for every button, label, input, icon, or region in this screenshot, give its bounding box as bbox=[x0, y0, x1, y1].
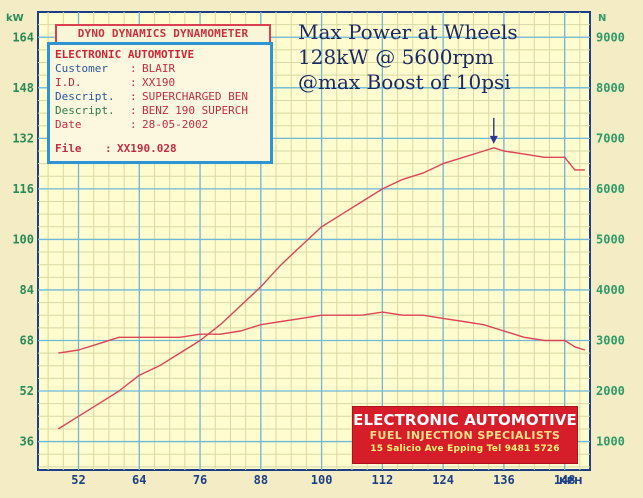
info-colon: : bbox=[130, 76, 137, 89]
info-colon: : bbox=[105, 142, 112, 155]
bottom-tick-label: 100 bbox=[311, 473, 333, 487]
dyno-header-title: DYNO DYNAMICS DYNAMOMETER bbox=[77, 27, 249, 40]
power-curve bbox=[57, 147, 585, 430]
left-tick-label: 52 bbox=[20, 384, 34, 398]
bottom-tick-label: 76 bbox=[193, 473, 207, 487]
info-key: Descript. bbox=[55, 90, 115, 103]
info-row-description-1: Descript. : SUPERCHARGED BEN bbox=[55, 90, 265, 104]
dyno-header: DYNO DYNAMICS DYNAMOMETER bbox=[55, 24, 271, 44]
bottom-tick-label: 88 bbox=[254, 473, 268, 487]
info-key: Descript. bbox=[55, 104, 115, 117]
bottom-tick-label: 136 bbox=[493, 473, 515, 487]
x-unit-label: KPH bbox=[559, 476, 582, 487]
left-tick-label: 116 bbox=[12, 182, 34, 196]
run-info-box: ELECTRONIC AUTOMOTIVE Customer : BLAIR I… bbox=[47, 42, 273, 164]
bottom-tick-label: 52 bbox=[71, 473, 85, 487]
right-tick-label: 1000 bbox=[596, 435, 625, 449]
left-tick-label: 132 bbox=[12, 131, 34, 145]
bottom-axis-ticks: 52 64 76 88 100 112 124 136 148 bbox=[71, 473, 575, 487]
bottom-tick-label: 112 bbox=[372, 473, 394, 487]
right-tick-label: 2000 bbox=[596, 384, 625, 398]
right-unit-label: N bbox=[598, 13, 606, 24]
chart-curves bbox=[57, 147, 586, 430]
left-tick-label: 164 bbox=[12, 30, 34, 44]
right-tick-label: 7000 bbox=[596, 131, 625, 145]
right-tick-label: 9000 bbox=[596, 30, 625, 44]
right-tick-label: 3000 bbox=[596, 333, 625, 347]
logo-line-3: 15 Salicio Ave Epping Tel 9481 5726 bbox=[370, 444, 560, 454]
info-file-label: File bbox=[55, 142, 82, 155]
left-tick-label: 36 bbox=[20, 435, 34, 449]
peak-arrow-head bbox=[489, 135, 498, 144]
left-tick-label: 68 bbox=[20, 333, 34, 347]
info-value: SUPERCHARGED BEN bbox=[142, 90, 248, 103]
info-key: Customer bbox=[55, 62, 108, 75]
right-tick-label: 6000 bbox=[596, 182, 625, 196]
info-colon: : bbox=[130, 90, 137, 103]
left-tick-label: 148 bbox=[12, 81, 34, 95]
info-colon: : bbox=[130, 118, 137, 131]
bottom-tick-label: 124 bbox=[432, 473, 454, 487]
summary-line-2: 128kW @ 5600rpm bbox=[298, 45, 494, 69]
logo-line-2: FUEL INJECTION SPECIALISTS bbox=[369, 429, 561, 442]
bottom-tick-label: 148 bbox=[554, 473, 576, 487]
max-power-summary: Max Power at Wheels 128kW @ 5600rpm @max… bbox=[298, 20, 528, 95]
info-row-id: I.D. : XX190 bbox=[55, 76, 265, 90]
info-key: I.D. bbox=[55, 76, 82, 89]
peak-arrow-layer bbox=[489, 117, 498, 144]
info-file-value: XX190.028 bbox=[117, 142, 177, 155]
summary-line-3: @max Boost of 10psi bbox=[298, 70, 511, 94]
info-colon: : bbox=[130, 104, 137, 117]
company-logo: ELECTRONIC AUTOMOTIVE FUEL INJECTION SPE… bbox=[352, 406, 578, 464]
info-row-file: File : XX190.028 bbox=[55, 142, 265, 155]
summary-line-1: Max Power at Wheels bbox=[298, 20, 518, 44]
info-row-customer: Customer : BLAIR bbox=[55, 62, 265, 76]
right-tick-label: 4000 bbox=[596, 283, 625, 297]
left-unit-label: kW bbox=[6, 13, 24, 24]
bottom-tick-label: 64 bbox=[132, 473, 146, 487]
left-tick-label: 84 bbox=[20, 283, 34, 297]
left-axis-ticks: 36 52 68 84 100 116 132 148 164 bbox=[12, 30, 34, 448]
right-tick-label: 5000 bbox=[596, 232, 625, 246]
left-tick-label: 100 bbox=[12, 232, 34, 246]
info-row-description-2: Descript. : BENZ 190 SUPERCH bbox=[55, 104, 265, 118]
info-value: 28-05-2002 bbox=[142, 118, 209, 131]
info-row-date: Date : 28-05-2002 bbox=[55, 118, 265, 132]
logo-line-1: ELECTRONIC AUTOMOTIVE bbox=[353, 411, 577, 429]
info-company: ELECTRONIC AUTOMOTIVE bbox=[55, 48, 195, 61]
info-value: BLAIR bbox=[142, 62, 176, 75]
info-colon: : bbox=[130, 62, 137, 75]
right-tick-label: 8000 bbox=[596, 81, 625, 95]
info-value: BENZ 190 SUPERCH bbox=[142, 104, 248, 117]
info-key: Date bbox=[55, 118, 82, 131]
torque-curve bbox=[58, 311, 586, 354]
right-axis-ticks: 1000 2000 3000 4000 5000 6000 7000 8000 9000 bbox=[596, 30, 625, 448]
info-value: XX190 bbox=[142, 76, 176, 89]
